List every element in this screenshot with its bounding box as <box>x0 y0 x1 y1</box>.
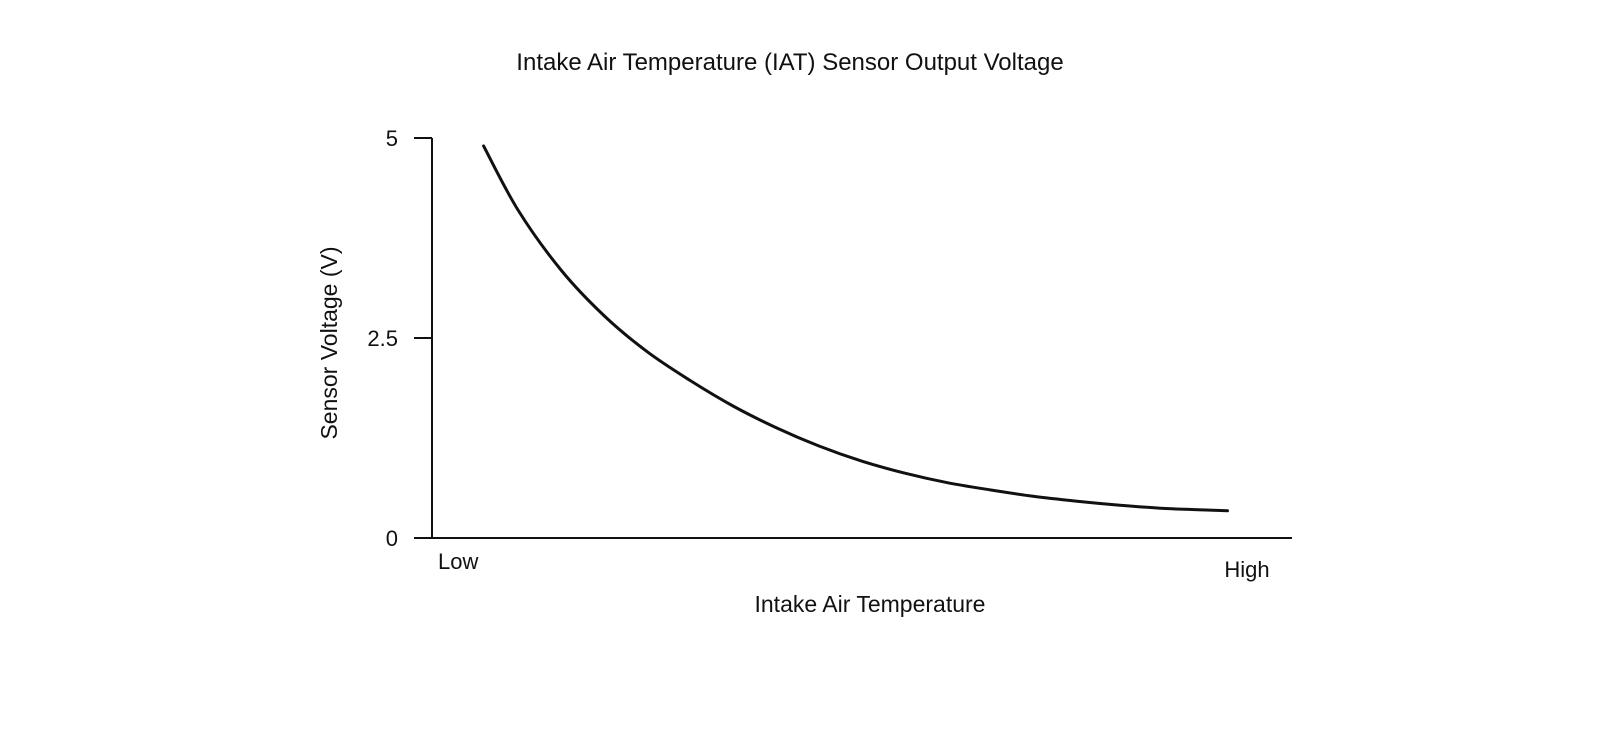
series-line <box>482 144 1229 513</box>
chart-title: Intake Air Temperature (IAT) Sensor Outp… <box>516 49 1063 76</box>
y-axis-label: Sensor Voltage (V) <box>316 246 342 439</box>
y-tick-label-1: 2.5 <box>367 326 398 351</box>
y-axis-ticks: 02.55 <box>367 126 432 551</box>
x-tick-label-low: Low <box>438 549 478 574</box>
x-axis-label: Intake Air Temperature <box>755 591 986 617</box>
y-tick-label-2: 5 <box>386 126 398 151</box>
x-tick-label-high: High <box>1224 557 1269 582</box>
y-tick-label-0: 0 <box>386 526 398 551</box>
plot-area: 02.55 <box>367 126 1292 551</box>
